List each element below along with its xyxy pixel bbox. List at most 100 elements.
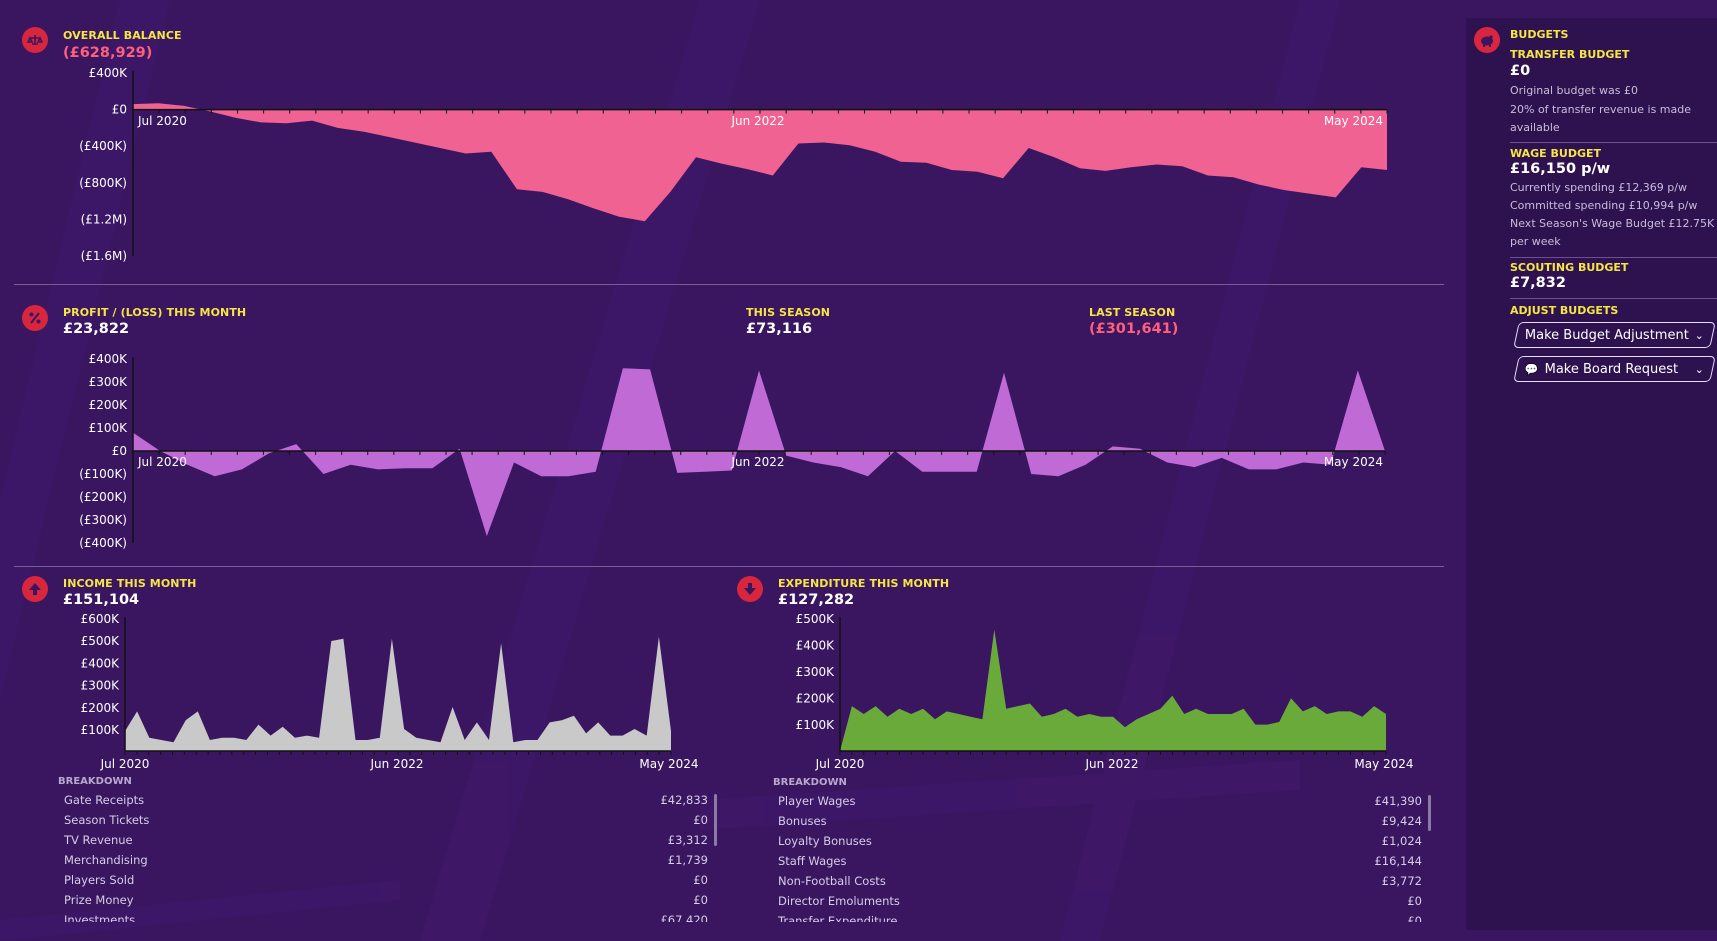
profit-y-tick-label: (£400K) (79, 536, 127, 550)
income-breakdown-row: Prize Money £0 (64, 893, 708, 913)
income-breakdown-name: Merchandising (64, 853, 148, 867)
income-breakdown-amount: £42,833 (660, 793, 708, 807)
income-y-tick-label: £200K (81, 701, 121, 715)
last-season-label: LAST SEASON (1089, 306, 1176, 319)
make-budget-adjustment-label: Make Budget Adjustment (1525, 327, 1689, 343)
divider (1510, 298, 1717, 299)
expenditure-x-tick-label: May 2024 (1354, 757, 1413, 771)
expenditure-value: £127,282 (778, 592, 855, 608)
profit-y-tick-label: £0 (112, 444, 127, 458)
make-board-request-button[interactable]: 💬 Make Board Request ⌄ (1513, 356, 1716, 382)
balance-y-tick-label: (£800K) (79, 176, 127, 190)
chevron-down-icon: ⌄ (1694, 328, 1704, 342)
expenditure-label: EXPENDITURE THIS MONTH (778, 577, 950, 590)
profit-y-tick-label: £200K (89, 398, 129, 412)
scouting-budget-label: SCOUTING BUDGET (1510, 261, 1629, 274)
wage-committed-spending: Committed spending £10,994 p/w (1510, 199, 1698, 212)
wage-current-spending: Currently spending £12,369 p/w (1510, 181, 1687, 194)
speech-bubble-icon: 💬 (1525, 362, 1539, 376)
income-breakdown-scrollbar[interactable] (714, 794, 717, 846)
expenditure-breakdown-name: Player Wages (778, 794, 856, 808)
wage-budget-value: £16,150 p/w (1510, 161, 1611, 177)
expenditure-x-tick-label: Jun 2022 (1084, 757, 1138, 771)
divider (14, 566, 1444, 567)
income-y-tick-label: £600K (81, 612, 121, 626)
expenditure-breakdown-amount: £1,024 (1381, 834, 1422, 848)
last-season-value: (£301,641) (1089, 321, 1179, 337)
expenditure-breakdown-row: Non-Football Costs £3,772 (778, 874, 1422, 894)
profit-x-tick-label: Jul 2020 (137, 455, 187, 469)
income-x-tick-label: Jun 2022 (369, 757, 423, 771)
expenditure-breakdown-name: Loyalty Bonuses (778, 834, 872, 848)
scouting-budget-value: £7,832 (1510, 275, 1566, 291)
profit-loss-label: PROFIT / (LOSS) THIS MONTH (63, 306, 247, 319)
transfer-budget-label: TRANSFER BUDGET (1510, 48, 1630, 61)
income-breakdown-amount: £67,420 (660, 913, 708, 922)
profit-loss-chart: £400K £300K £200K £100K £0 (£100K) (£200K) (£30… (79, 352, 1386, 550)
income-value: £151,104 (63, 592, 140, 608)
income-y-tick-label: £500K (81, 634, 121, 648)
balance-x-tick-label: Jun 2022 (730, 114, 784, 128)
balance-area (133, 103, 1387, 222)
income-breakdown-row: TV Revenue £3,312 (64, 833, 708, 853)
balance-y-tick-label: £0 (112, 103, 127, 117)
balance-y-tick-label: (£400K) (79, 139, 127, 153)
expenditure-y-tick-label: £100K (796, 718, 836, 732)
budgets-title: BUDGETS (1510, 28, 1569, 41)
expenditure-breakdown-amount: £41,390 (1374, 794, 1422, 808)
arrow-up-icon (22, 576, 48, 602)
expenditure-breakdown-amount: £0 (1407, 894, 1422, 908)
balance-y-tick-label: (£1.6M) (81, 249, 127, 263)
divider (1510, 142, 1717, 143)
make-budget-adjustment-button[interactable]: Make Budget Adjustment ⌄ (1513, 322, 1716, 348)
expenditure-breakdown-row: Loyalty Bonuses £1,024 (778, 834, 1422, 854)
expenditure-breakdown-scrollbar[interactable] (1428, 795, 1431, 831)
income-area (125, 636, 671, 751)
budgets-panel (1466, 18, 1717, 930)
expenditure-breakdown-name: Staff Wages (778, 854, 847, 868)
this-season-value: £73,116 (746, 321, 813, 337)
this-season-label: THIS SEASON (746, 306, 831, 319)
chevron-down-icon: ⌄ (1694, 362, 1704, 376)
expenditure-breakdown-list: Player Wages £41,390 Bonuses £9,424 Loyalty … (778, 794, 1422, 922)
profit-y-tick-label: (£100K) (79, 467, 127, 481)
transfer-budget-note-revenue: 20% of transfer revenue is made availabl… (1510, 103, 1692, 134)
income-breakdown-name: Players Sold (64, 873, 135, 887)
income-breakdown-amount: £0 (693, 873, 708, 887)
expenditure-breakdown-name: Non-Football Costs (778, 874, 886, 888)
expenditure-breakdown-amount: £9,424 (1381, 814, 1422, 828)
income-breakdown-amount: £0 (693, 813, 708, 827)
income-breakdown-row: Gate Receipts £42,833 (64, 793, 708, 813)
profit-y-tick-label: (£200K) (79, 490, 127, 504)
income-breakdown-amount: £1,739 (667, 853, 708, 867)
expenditure-breakdown-name: Bonuses (778, 814, 827, 828)
overall-balance-chart: £400K £0 (£400K) (£800K) (£1.2M) (£1.6M) Jul 2… (79, 66, 1388, 263)
profit-y-tick-label: £100K (89, 421, 129, 435)
adjust-budgets-label: ADJUST BUDGETS (1510, 304, 1619, 317)
profit-x-tick-label: Jun 2022 (730, 455, 784, 469)
profit-x-tick-label: May 2024 (1324, 455, 1383, 469)
next-season-wage-budget: Next Season's Wage Budget £12.75K per we… (1510, 217, 1715, 248)
profit-area (133, 368, 1385, 537)
transfer-budget-value: £0 (1510, 63, 1531, 79)
profit-y-tick-label: £300K (89, 375, 129, 389)
expenditure-breakdown-name: Director Emoluments (778, 894, 900, 908)
expenditure-y-tick-label: £200K (796, 692, 836, 706)
profit-y-tick-label: (£300K) (79, 513, 127, 527)
income-y-tick-label: £300K (81, 679, 121, 693)
balance-x-tick-label: May 2024 (1324, 114, 1383, 128)
income-y-tick-label: £100K (81, 723, 121, 737)
income-breakdown-list: Gate Receipts £42,833 Season Tickets £0 TV R… (64, 793, 708, 922)
expenditure-y-tick-label: £500K (796, 612, 836, 626)
expenditure-breakdown-title: BREAKDOWN (773, 777, 847, 788)
balance-y-tick-label: (£1.2M) (81, 212, 127, 226)
income-breakdown-name: TV Revenue (64, 833, 133, 847)
wage-budget-label: WAGE BUDGET (1510, 147, 1602, 160)
income-breakdown-title: BREAKDOWN (58, 776, 132, 787)
balance-scale-icon (22, 27, 48, 53)
profit-y-tick-label: £400K (89, 352, 129, 366)
balance-y-tick-label: £400K (89, 66, 129, 80)
expenditure-breakdown-row: Player Wages £41,390 (778, 794, 1422, 814)
expenditure-breakdown-row: Director Emoluments £0 (778, 894, 1422, 914)
arrow-down-icon (737, 576, 763, 602)
